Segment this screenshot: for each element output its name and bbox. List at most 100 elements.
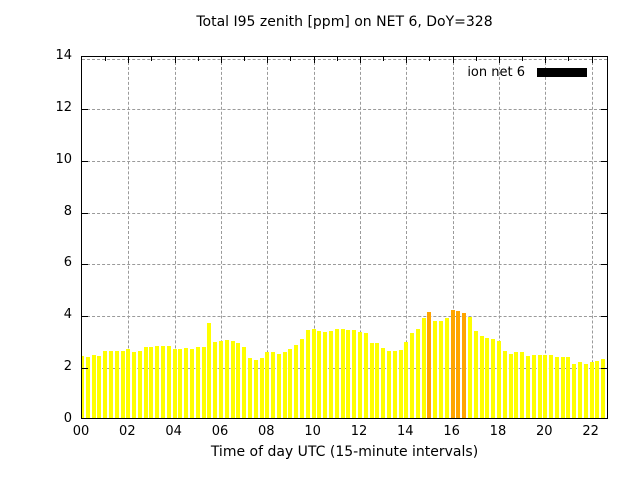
bar-21:00 bbox=[566, 357, 571, 418]
bar-01:15 bbox=[108, 351, 113, 418]
gridline-vertical bbox=[267, 57, 269, 418]
tick-right bbox=[601, 264, 607, 266]
tick-left bbox=[82, 108, 88, 110]
bar-05:15 bbox=[201, 347, 206, 418]
bar-01:45 bbox=[120, 350, 125, 418]
gridline-vertical bbox=[128, 57, 130, 418]
bar-15:30 bbox=[439, 320, 444, 418]
bar-20:45 bbox=[560, 356, 565, 418]
bar-09:15 bbox=[294, 344, 299, 418]
bar-21:15 bbox=[572, 363, 577, 418]
bar-12:30 bbox=[369, 342, 374, 418]
bar-00:30 bbox=[91, 355, 96, 418]
bar-04:00 bbox=[172, 349, 177, 418]
bar-08:00 bbox=[265, 351, 270, 418]
bar-18:45 bbox=[514, 351, 519, 418]
bar-21:45 bbox=[583, 363, 588, 418]
gridline-vertical bbox=[452, 57, 454, 418]
bar-09:00 bbox=[288, 348, 293, 418]
tick-right bbox=[601, 160, 607, 162]
bar-10:00 bbox=[311, 329, 316, 418]
bar-11:45 bbox=[352, 329, 357, 418]
bar-13:15 bbox=[386, 350, 391, 418]
bar-10:45 bbox=[329, 331, 334, 418]
x-tick-label: 02 bbox=[119, 424, 136, 439]
bar-13:00 bbox=[381, 348, 386, 418]
tick-top bbox=[174, 57, 176, 63]
gridline-vertical bbox=[498, 57, 500, 418]
tick-top bbox=[151, 57, 153, 61]
bar-14:45 bbox=[421, 318, 426, 418]
gridline-vertical bbox=[313, 57, 315, 418]
legend-swatch bbox=[537, 68, 587, 77]
bar-08:15 bbox=[271, 351, 276, 418]
tick-top bbox=[290, 57, 292, 61]
gridline-horizontal bbox=[82, 108, 607, 110]
tick-right bbox=[601, 316, 607, 318]
tick-top bbox=[313, 57, 315, 63]
bar-06:30 bbox=[230, 340, 235, 418]
y-tick-label: 10 bbox=[55, 151, 72, 167]
bar-00:00 bbox=[82, 355, 84, 418]
bar-16:15 bbox=[456, 311, 461, 418]
tick-right bbox=[601, 108, 607, 110]
bar-14:30 bbox=[415, 328, 420, 418]
bar-17:45 bbox=[491, 338, 496, 418]
bar-07:00 bbox=[242, 346, 247, 418]
bar-06:00 bbox=[218, 340, 223, 418]
bar-05:30 bbox=[207, 323, 212, 418]
x-tick-label: 08 bbox=[258, 424, 275, 439]
y-tick-label: 6 bbox=[63, 255, 72, 271]
bar-15:00 bbox=[427, 311, 432, 418]
y-tick-label: 4 bbox=[63, 307, 72, 323]
bar-16:30 bbox=[462, 313, 467, 418]
bar-08:30 bbox=[276, 353, 281, 418]
y-tick-label: 8 bbox=[63, 203, 72, 219]
tick-top bbox=[220, 57, 222, 63]
tick-left bbox=[82, 160, 88, 162]
tick-top bbox=[128, 57, 130, 63]
bar-04:15 bbox=[178, 348, 183, 418]
bar-00:45 bbox=[97, 355, 102, 418]
bar-18:30 bbox=[508, 353, 513, 418]
gridline-vertical bbox=[545, 57, 547, 418]
tick-top bbox=[105, 57, 107, 61]
x-tick-label: 00 bbox=[72, 424, 90, 439]
bar-22:15 bbox=[595, 361, 600, 418]
tick-left bbox=[82, 264, 88, 266]
tick-top bbox=[568, 57, 570, 61]
gridline-vertical bbox=[174, 57, 176, 418]
bar-19:45 bbox=[537, 355, 542, 418]
bar-09:45 bbox=[305, 330, 310, 418]
plot-inner bbox=[82, 57, 607, 418]
gridline-horizontal bbox=[82, 264, 607, 266]
plot-area: ion net 6 bbox=[81, 56, 608, 419]
x-tick-label: 18 bbox=[489, 424, 507, 439]
bar-19:15 bbox=[525, 356, 530, 418]
tick-left bbox=[82, 368, 88, 370]
bar-05:45 bbox=[213, 341, 218, 418]
bar-01:30 bbox=[114, 350, 119, 418]
bar-18:00 bbox=[496, 340, 501, 418]
bar-20:00 bbox=[543, 355, 548, 418]
bar-10:15 bbox=[317, 330, 322, 418]
bar-05:00 bbox=[195, 346, 200, 418]
bar-17:15 bbox=[479, 335, 484, 418]
bar-16:45 bbox=[468, 317, 472, 418]
gridline-horizontal bbox=[82, 160, 607, 162]
y-tick-label: 12 bbox=[55, 99, 72, 115]
x-tick-label: 22 bbox=[582, 424, 599, 439]
bar-14:00 bbox=[404, 341, 409, 418]
tick-top bbox=[475, 57, 477, 61]
bar-21:30 bbox=[578, 362, 583, 418]
bar-04:30 bbox=[184, 348, 189, 418]
x-tick-label: 16 bbox=[443, 424, 460, 439]
bar-19:00 bbox=[520, 352, 525, 418]
chart-title: Total I95 zenith [ppm] on NET 6, DoY=328 bbox=[196, 14, 493, 30]
x-tick-label: 20 bbox=[536, 424, 553, 439]
tick-top bbox=[545, 57, 547, 63]
bar-03:45 bbox=[166, 345, 171, 418]
bar-16:00 bbox=[450, 310, 455, 418]
gridline-horizontal bbox=[82, 59, 607, 60]
bar-07:30 bbox=[253, 360, 258, 418]
